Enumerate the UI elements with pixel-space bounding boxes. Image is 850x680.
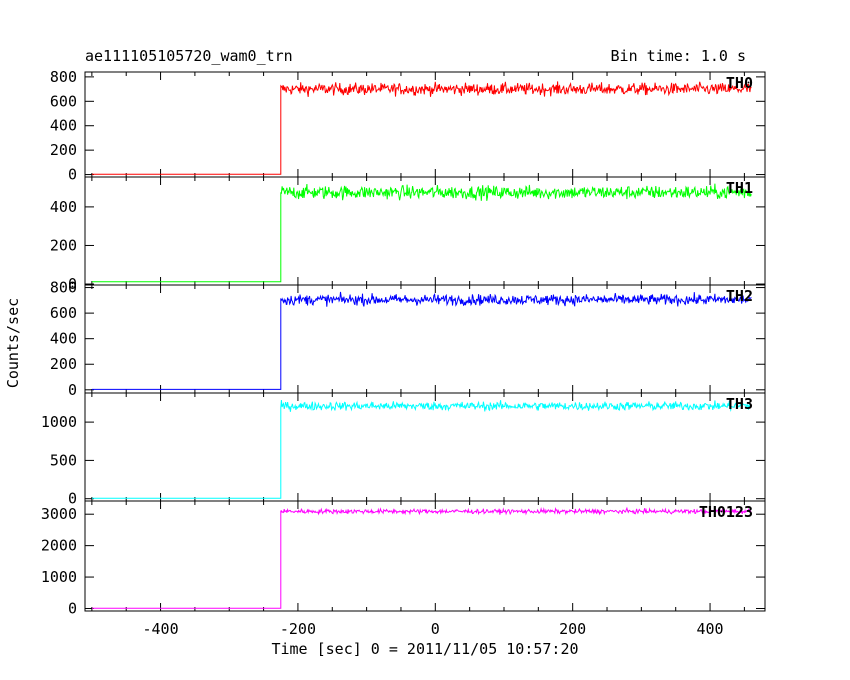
series-line-th0123 [91, 506, 752, 609]
y-tick-label: 800 [50, 279, 77, 297]
panels: 0 200 400 600 800 TH0 0 200 400 TH1 0 200 400 600 800 T… [41, 68, 766, 638]
x-tick-label: -400 [142, 620, 178, 638]
y-tick-label: 800 [50, 68, 77, 86]
y-tick-label: 400 [50, 330, 77, 348]
series-line-th0 [91, 81, 752, 175]
x-axis-label: Time [sec] 0 = 2011/11/05 10:57:20 [271, 640, 578, 658]
series-label: TH2 [726, 287, 753, 305]
series-line-th2 [91, 291, 752, 390]
y-tick-label: 600 [50, 92, 77, 110]
series-line-th1 [91, 183, 752, 283]
y-tick-label: 3000 [41, 505, 77, 523]
panel-th1: 0 200 400 TH1 [50, 176, 766, 293]
y-tick-label: 0 [68, 275, 77, 293]
y-tick-label: 200 [50, 141, 77, 159]
y-tick-label: 200 [50, 236, 77, 254]
x-tick-label: 200 [559, 620, 586, 638]
series-line-th3 [91, 399, 752, 499]
bin-time-label: Bin time: 1.0 s [611, 47, 746, 65]
panel-th2: 0 200 400 600 800 TH2 [50, 279, 766, 399]
series-label: TH0 [726, 74, 753, 92]
y-tick-label: 0 [68, 166, 77, 184]
y-tick-label: 400 [50, 117, 77, 135]
y-axis-label: Counts/sec [4, 298, 22, 388]
y-tick-label: 500 [50, 451, 77, 469]
panel-frame [84, 500, 766, 612]
y-tick-label: 200 [50, 355, 77, 373]
y-tick-label: 2000 [41, 537, 77, 555]
series-label: TH1 [726, 179, 753, 197]
x-tick-label: 400 [697, 620, 724, 638]
y-tick-label: 1000 [41, 413, 77, 431]
panel-th0123: 0 1000 2000 3000 TH0123 [41, 500, 766, 617]
panel-frame [84, 284, 766, 394]
series-label: TH3 [726, 395, 753, 413]
y-tick-label: 1000 [41, 568, 77, 586]
series-label: TH0123 [699, 503, 753, 521]
y-tick-label: 0 [68, 599, 77, 617]
panel-th3: 0 500 1000 TH3 [41, 392, 766, 508]
panel-frame [84, 392, 766, 502]
y-tick-label: 0 [68, 490, 77, 508]
y-tick-label: 400 [50, 198, 77, 216]
panel-th0: 0 200 400 600 800 TH0 [50, 68, 766, 184]
x-tick-label: -200 [280, 620, 316, 638]
chart-title: ae111105105720_wam0_trn [85, 47, 293, 65]
y-tick-label: 600 [50, 304, 77, 322]
x-tick-label: 0 [431, 620, 440, 638]
y-tick-label: 0 [68, 381, 77, 399]
